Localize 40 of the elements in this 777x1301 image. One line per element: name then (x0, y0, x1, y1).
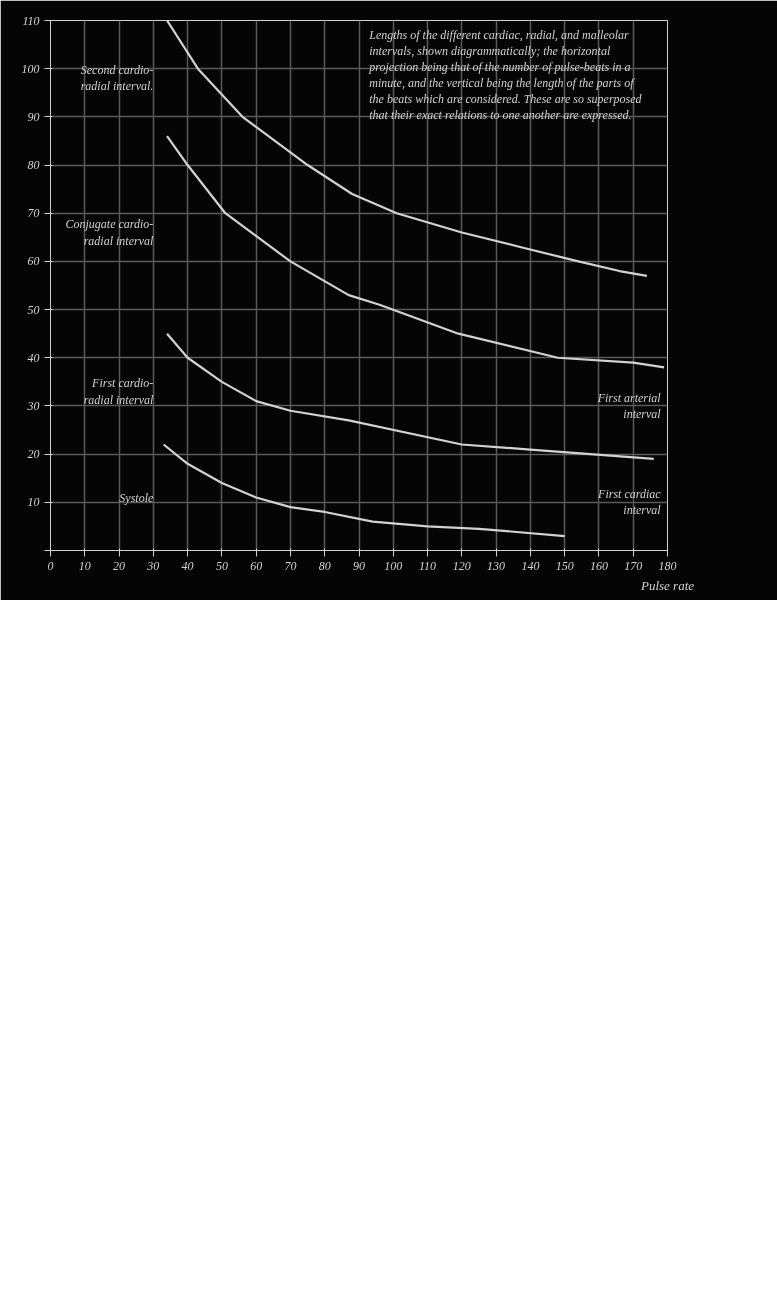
annotation: Lengths of the different cardiac, radial, and malleolar intervals, shown diagrammatically; the horizontal projection being that of the number of pulse-beats in a minute, and the vertical being the length of the parts of the beats which are considered. These are so superposed that their exact relations to one another are expressed. (368, 27, 643, 123)
x-tick-label: 130 (487, 558, 506, 573)
x-axis-title: Pulse rate (639, 577, 695, 593)
y-tick-label: 20 (27, 447, 40, 462)
x-tick-label: 30 (146, 558, 160, 573)
x-tick-label: 50 (215, 558, 228, 573)
x-tick-label: 180 (658, 558, 677, 573)
x-tick-label: 0 (47, 558, 54, 573)
x-tick-label: 20 (113, 558, 126, 573)
y-tick-label: 70 (27, 206, 40, 221)
x-tick-label: 110 (419, 558, 437, 573)
annotation: Second cardio-radial interval. (80, 63, 154, 94)
line-series (165, 135, 666, 369)
y-tick-label: 90 (27, 109, 40, 124)
x-tick-label: 10 (78, 558, 91, 573)
y-tick-label: 30 (26, 398, 40, 413)
x-tick-label: 80 (318, 558, 331, 573)
line-series (162, 443, 566, 538)
x-tick-label: 70 (284, 558, 297, 573)
x-tick-label: 150 (555, 558, 574, 573)
annotation: First cardiac interval (597, 487, 662, 518)
annotation: Systole (119, 490, 155, 505)
x-tick-label: 90 (353, 558, 365, 573)
y-tick-label: 80 (27, 158, 40, 173)
x-tick-label: 60 (250, 558, 263, 573)
x-tick-label: 140 (521, 558, 540, 573)
y-tick-label: 10 (27, 495, 40, 510)
x-tick-label: 40 (181, 558, 194, 573)
y-tick-label: 40 (27, 350, 40, 365)
annotation: First arterial interval (596, 390, 662, 421)
annotation: First cardio-radial interval (83, 376, 154, 407)
annotation: Conjugate cardio-radial interval (65, 217, 154, 248)
y-tick-label: 60 (27, 254, 40, 269)
y-tick-label: 110 (22, 13, 40, 28)
y-tick-label: 50 (27, 302, 40, 317)
x-tick-label: 100 (384, 558, 403, 573)
x-tick-label: 120 (452, 558, 471, 573)
y-tick-label: 100 (21, 61, 40, 76)
x-tick-label: 170 (624, 558, 643, 573)
x-tick-label: 160 (589, 558, 608, 573)
